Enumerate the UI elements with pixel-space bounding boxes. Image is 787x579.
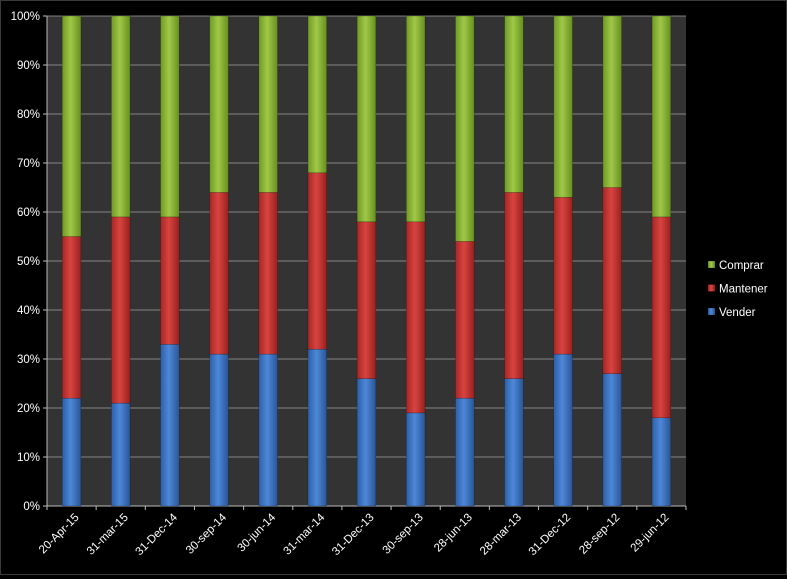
bar-vender-5 — [307, 348, 327, 507]
x-tick-label: 31-mar-14 — [281, 511, 327, 557]
bars — [61, 15, 672, 507]
bar-mantener-7 — [406, 221, 426, 414]
y-tick-label: 20% — [17, 403, 40, 415]
x-tick-label: 28-mar-13 — [478, 512, 524, 558]
legend-swatch-comprar — [707, 260, 716, 269]
bar-mantener-10 — [553, 197, 573, 355]
bar-vender-0 — [61, 397, 82, 507]
y-tick-label: 10% — [17, 452, 40, 464]
x-tick-label: 31-Dec-13 — [330, 512, 376, 558]
x-tick-label: 28-jun-13 — [432, 512, 475, 555]
bar-mantener-3 — [209, 192, 229, 355]
legend-swatch-vender — [707, 307, 716, 316]
bar-comprar-8 — [455, 15, 475, 242]
bar-comprar-11 — [602, 15, 622, 188]
x-tick-label: 20-Apr-15 — [37, 512, 82, 557]
bar-vender-3 — [209, 353, 229, 507]
legend-label-mantener: Mantener — [719, 284, 768, 296]
x-tick-label: 28-sep-12 — [577, 512, 622, 557]
x-tick-label: 29-jun-12 — [629, 512, 672, 555]
bar-vender-1 — [111, 402, 131, 507]
bar-mantener-12 — [651, 216, 672, 419]
y-tick-label: 100% — [11, 11, 40, 23]
x-tick-label: 30-sep-14 — [184, 511, 230, 557]
legend: Comprar Mantener Vender — [707, 260, 768, 319]
bar-comprar-7 — [406, 15, 426, 223]
x-axis-labels: 20-Apr-15 31-mar-15 31-Dec-14 30-sep-14 30-j… — [37, 506, 687, 558]
bar-vender-2 — [160, 344, 180, 507]
bar-mantener-4 — [258, 192, 278, 355]
bar-mantener-8 — [455, 241, 475, 399]
bar-vender-11 — [602, 373, 622, 507]
bar-vender-8 — [455, 397, 475, 507]
bar-mantener-9 — [504, 192, 524, 379]
bar-comprar-4 — [258, 15, 278, 193]
bar-mantener-5 — [307, 172, 327, 350]
bar-mantener-1 — [111, 216, 131, 404]
x-tick-label: 31-Dec-14 — [134, 511, 181, 558]
legend-swatch-mantener — [707, 284, 716, 292]
y-tick-label: 40% — [17, 305, 40, 317]
bar-comprar-0 — [61, 15, 82, 237]
legend-label-comprar: Comprar — [719, 260, 764, 272]
bar-comprar-3 — [209, 15, 229, 193]
y-tick-label: 30% — [17, 354, 40, 366]
bar-vender-6 — [356, 378, 377, 507]
bar-mantener-11 — [602, 187, 622, 374]
x-tick-label: 30-jun-14 — [235, 511, 278, 554]
y-tick-label: 50% — [17, 256, 40, 268]
bar-comprar-5 — [307, 15, 327, 174]
bar-vender-9 — [504, 378, 524, 507]
bar-mantener-2 — [160, 216, 180, 345]
legend-label-vender: Vender — [719, 307, 756, 319]
bar-vender-12 — [651, 417, 672, 507]
y-axis-labels: 0% 10% 20% 30% 40% 50% 60% 70% 80% 90% 100% — [11, 11, 40, 513]
bar-comprar-1 — [111, 15, 131, 218]
bar-comprar-9 — [504, 15, 524, 193]
bar-comprar-6 — [356, 15, 377, 223]
x-tick-label: 30-sep-13 — [381, 512, 426, 557]
y-tick-label: 90% — [17, 60, 40, 72]
y-tick-label: 60% — [17, 207, 40, 219]
bar-vender-10 — [553, 353, 573, 507]
y-tick-label: 70% — [17, 158, 40, 170]
bar-vender-7 — [406, 412, 426, 507]
x-tick-label: 31-mar-15 — [85, 512, 131, 558]
y-tick-label: 0% — [23, 501, 40, 513]
bar-mantener-6 — [356, 221, 377, 379]
x-tick-label: 31-Dec-12 — [527, 512, 573, 558]
bar-comprar-2 — [160, 15, 180, 218]
bar-comprar-10 — [553, 15, 573, 198]
bar-vender-4 — [258, 353, 278, 507]
bar-mantener-0 — [61, 236, 82, 399]
y-tick-label: 80% — [17, 109, 40, 121]
bar-comprar-12 — [651, 15, 672, 218]
